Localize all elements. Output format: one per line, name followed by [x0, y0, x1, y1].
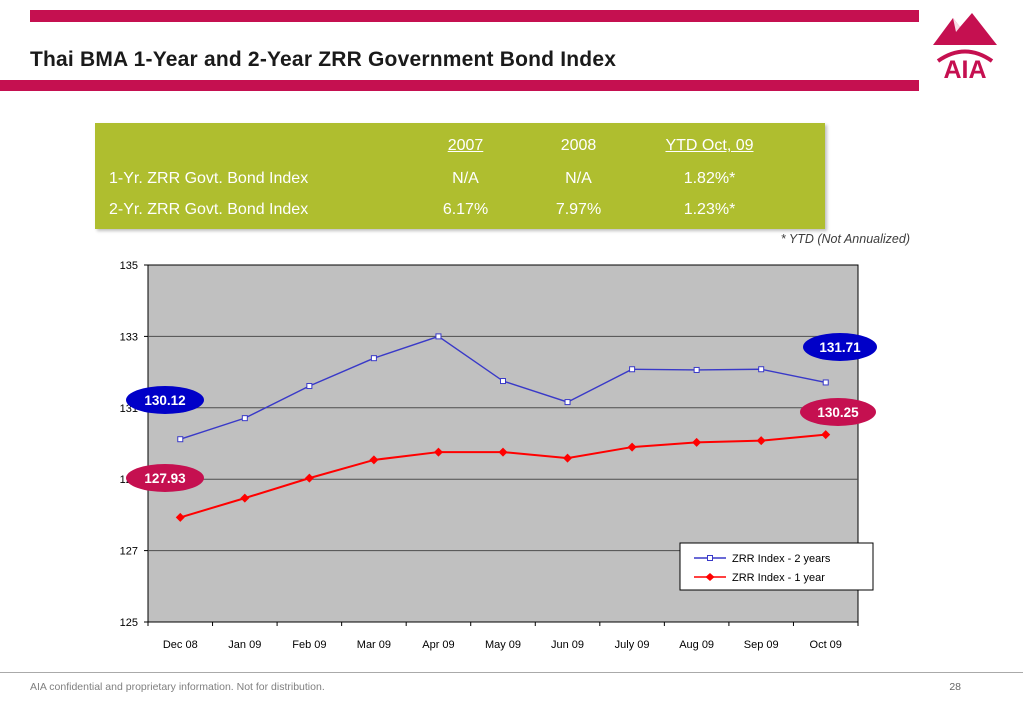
table-header-2007: 2007 — [447, 137, 484, 154]
logo-text: AIA — [943, 56, 986, 84]
table-row-label: 2-Yr. ZRR Govt. Bond Index — [109, 200, 309, 218]
marker-diamond — [433, 447, 443, 457]
footer-divider — [0, 672, 1023, 673]
callout-1yr-start: 127.93 — [126, 464, 204, 492]
table-cell: 1.82%* — [683, 169, 736, 187]
logo-arc — [936, 49, 994, 63]
y-tick-label: 135 — [120, 260, 138, 272]
x-axis-label: Jan 09 — [228, 639, 261, 651]
legend-label: ZRR Index - 1 year — [732, 572, 825, 584]
chart-legend — [679, 542, 874, 591]
legend-label: ZRR Index - 2 years — [732, 553, 831, 565]
marker-square — [693, 366, 700, 373]
aia-logo: AIA — [933, 13, 997, 84]
y-tick-label: 125 — [120, 617, 138, 629]
table-cell: N/A — [452, 169, 479, 187]
table-cell: N/A — [565, 169, 592, 187]
marker-diamond — [175, 512, 185, 522]
marker-diamond — [563, 453, 573, 463]
marker-square — [822, 379, 829, 386]
table-row-label: 1-Yr. ZRR Govt. Bond Index — [109, 169, 309, 187]
marker-diamond — [692, 437, 702, 447]
marker-diamond — [369, 455, 379, 465]
marker-square — [564, 399, 571, 406]
x-axis-label: Dec 08 — [163, 639, 198, 651]
x-axis-label: Aug 09 — [679, 639, 714, 651]
marker-diamond — [498, 447, 508, 457]
marker-diamond — [627, 442, 637, 452]
summary-table: 2007 2008 YTD Oct, 09 1-Yr. ZRR Govt. Bo… — [95, 123, 825, 229]
x-axis-label: May 09 — [485, 639, 521, 651]
table-cell: 6.17% — [442, 200, 489, 218]
table-footnote: * YTD (Not Annualized) — [780, 232, 910, 246]
x-axis-label: Sep 09 — [744, 639, 779, 651]
callout-2yr-end: 131.71 — [803, 333, 877, 361]
marker-diamond — [240, 493, 250, 503]
marker-square — [435, 333, 442, 340]
marker-square — [177, 436, 184, 443]
callout-2yr-start: 130.12 — [126, 386, 204, 414]
marker-square — [241, 415, 248, 422]
marker-square — [306, 383, 313, 390]
marker-diamond — [821, 430, 831, 440]
table-cell: 1.23%* — [683, 200, 736, 218]
y-tick-label: 133 — [120, 331, 138, 343]
page-title: Thai BMA 1-Year and 2-Year ZRR Governmen… — [30, 48, 617, 71]
x-axis-label: Apr 09 — [422, 639, 454, 651]
marker-diamond — [304, 473, 314, 483]
marker-square — [758, 366, 765, 373]
x-axis-label: Jun 09 — [551, 639, 584, 651]
marker-square — [629, 366, 636, 373]
table-header-2008: 2008 — [560, 137, 597, 154]
x-axis-label: Oct 09 — [810, 639, 842, 651]
top-accent-bar — [30, 10, 919, 22]
table-header-ytd: YTD Oct, 09 — [665, 137, 754, 154]
mountain-icon — [933, 13, 997, 45]
callout-1yr-end: 130.25 — [800, 398, 876, 426]
page-number: 28 — [949, 681, 961, 693]
marker-square — [370, 355, 377, 362]
table-cell: 7.97% — [555, 200, 602, 218]
x-axis-label: Mar 09 — [357, 639, 391, 651]
marker-diamond — [756, 436, 766, 446]
footer-disclaimer: AIA confidential and proprietary informa… — [30, 681, 325, 693]
y-tick-label: 127 — [120, 546, 138, 558]
x-axis-label: July 09 — [615, 639, 650, 651]
marker-square — [500, 378, 506, 385]
title-underline-bar — [0, 80, 919, 91]
legend-marker — [707, 555, 713, 561]
legend-marker — [705, 573, 715, 581]
x-axis-label: Feb 09 — [292, 639, 326, 651]
